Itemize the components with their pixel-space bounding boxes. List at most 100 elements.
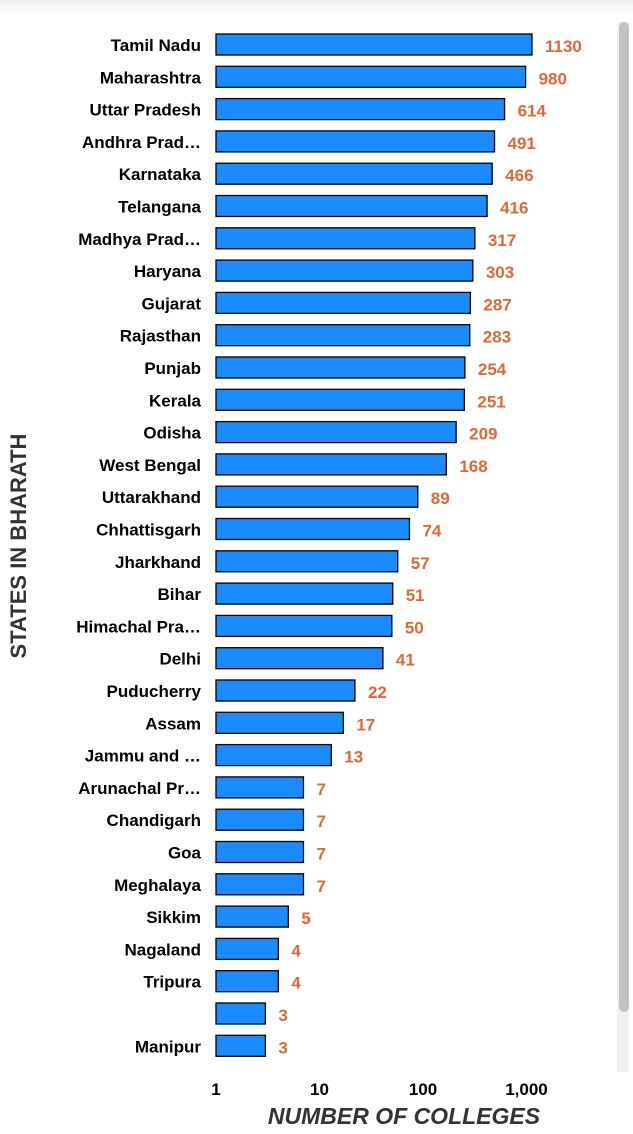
bar bbox=[215, 1002, 267, 1025]
value-label: 251 bbox=[477, 392, 505, 411]
bar bbox=[215, 291, 472, 315]
value-label: 416 bbox=[500, 199, 528, 218]
value-labels: 1130980614491466416317303287283254251209… bbox=[278, 37, 582, 1057]
category-label: Bihar bbox=[158, 585, 202, 604]
x-tick-label: 100 bbox=[409, 1080, 437, 1099]
bar bbox=[215, 937, 279, 961]
bar bbox=[215, 679, 356, 702]
bar bbox=[215, 970, 279, 993]
value-label: 168 bbox=[459, 457, 487, 476]
value-label: 3 bbox=[278, 1038, 287, 1057]
bar bbox=[215, 356, 466, 379]
category-label: West Bengal bbox=[99, 456, 201, 475]
value-label: 89 bbox=[431, 489, 450, 508]
bar bbox=[215, 420, 457, 444]
category-label: Jammu and … bbox=[85, 747, 201, 766]
bar bbox=[215, 485, 419, 508]
value-label: 491 bbox=[508, 134, 536, 153]
x-axis-title: NUMBER OF COLLEGES bbox=[268, 1103, 541, 1129]
category-label: Gujarat bbox=[141, 294, 201, 313]
top-shade bbox=[0, 0, 633, 14]
bar bbox=[215, 582, 394, 605]
value-label: 3 bbox=[278, 1006, 287, 1025]
bar bbox=[215, 453, 447, 476]
bar bbox=[215, 776, 305, 799]
value-label: 74 bbox=[422, 522, 441, 541]
bar bbox=[215, 130, 496, 153]
value-label: 980 bbox=[539, 69, 567, 88]
x-tick-labels: 1 10 100 1,000 bbox=[211, 1080, 548, 1099]
value-label: 317 bbox=[488, 231, 516, 250]
category-label: Arunachal Pr… bbox=[78, 779, 201, 798]
category-label: Uttar Pradesh bbox=[90, 101, 201, 120]
x-tick-label: 1,000 bbox=[505, 1080, 548, 1099]
category-label: Rajasthan bbox=[120, 327, 201, 346]
bar bbox=[215, 33, 533, 56]
bar bbox=[215, 162, 493, 185]
value-label: 41 bbox=[396, 651, 415, 670]
category-label: Meghalaya bbox=[114, 876, 201, 895]
value-label: 22 bbox=[368, 683, 387, 702]
value-label: 7 bbox=[316, 812, 325, 831]
category-label: Tripura bbox=[143, 973, 201, 992]
scrollbar-thumb[interactable] bbox=[619, 22, 629, 1012]
y-axis-title: STATES IN BHARATH bbox=[6, 434, 31, 659]
value-label: 466 bbox=[505, 166, 533, 185]
bar bbox=[215, 808, 305, 831]
bar bbox=[215, 194, 488, 218]
category-label: Odisha bbox=[143, 424, 201, 443]
value-label: 17 bbox=[356, 715, 375, 734]
category-label: Haryana bbox=[134, 262, 202, 281]
value-label: 51 bbox=[406, 586, 425, 605]
x-tick-label: 10 bbox=[310, 1080, 329, 1099]
value-label: 209 bbox=[469, 425, 497, 444]
category-label: Jharkhand bbox=[115, 553, 201, 572]
bar bbox=[215, 97, 506, 121]
value-label: 303 bbox=[486, 263, 514, 282]
category-label: Maharashtra bbox=[100, 68, 202, 87]
bar bbox=[215, 324, 471, 347]
value-label: 5 bbox=[301, 909, 310, 928]
category-label: Manipur bbox=[135, 1037, 201, 1056]
value-label: 4 bbox=[291, 974, 301, 993]
bars-layer bbox=[215, 33, 533, 1057]
bar bbox=[215, 905, 289, 928]
bar bbox=[215, 743, 332, 767]
category-label: Himachal Pra… bbox=[76, 617, 201, 636]
value-label: 7 bbox=[316, 780, 325, 799]
x-tick-label: 1 bbox=[211, 1080, 220, 1099]
category-label: Telangana bbox=[118, 198, 201, 217]
bar bbox=[215, 614, 393, 638]
category-label: Uttarakhand bbox=[102, 488, 201, 507]
value-label: 50 bbox=[405, 618, 424, 637]
value-label: 57 bbox=[411, 554, 430, 573]
value-label: 287 bbox=[483, 295, 511, 314]
bar bbox=[215, 840, 305, 864]
value-label: 614 bbox=[518, 102, 547, 121]
value-label: 1130 bbox=[545, 37, 582, 56]
value-label: 13 bbox=[344, 748, 363, 767]
bar bbox=[215, 1034, 267, 1057]
category-label: Puducherry bbox=[107, 682, 202, 701]
bar bbox=[215, 259, 474, 282]
category-label: Chandigarh bbox=[107, 811, 201, 830]
bar bbox=[215, 647, 384, 670]
category-label: Tamil Nadu bbox=[111, 36, 201, 55]
category-label: Karnataka bbox=[119, 165, 202, 184]
category-label: Andhra Prad… bbox=[82, 133, 201, 152]
bar bbox=[215, 65, 527, 88]
category-label: Assam bbox=[145, 714, 201, 733]
value-label: 7 bbox=[316, 845, 325, 864]
bar bbox=[215, 517, 411, 541]
bar bbox=[215, 873, 305, 896]
bar bbox=[215, 550, 399, 573]
category-label: Nagaland bbox=[124, 940, 201, 959]
category-label: Sikkim bbox=[146, 908, 201, 927]
category-label: Kerala bbox=[149, 391, 202, 410]
bar bbox=[215, 388, 466, 411]
category-label: Chhattisgarh bbox=[96, 521, 201, 540]
bar bbox=[215, 711, 345, 734]
value-label: 283 bbox=[483, 328, 511, 347]
bar bbox=[215, 227, 476, 250]
